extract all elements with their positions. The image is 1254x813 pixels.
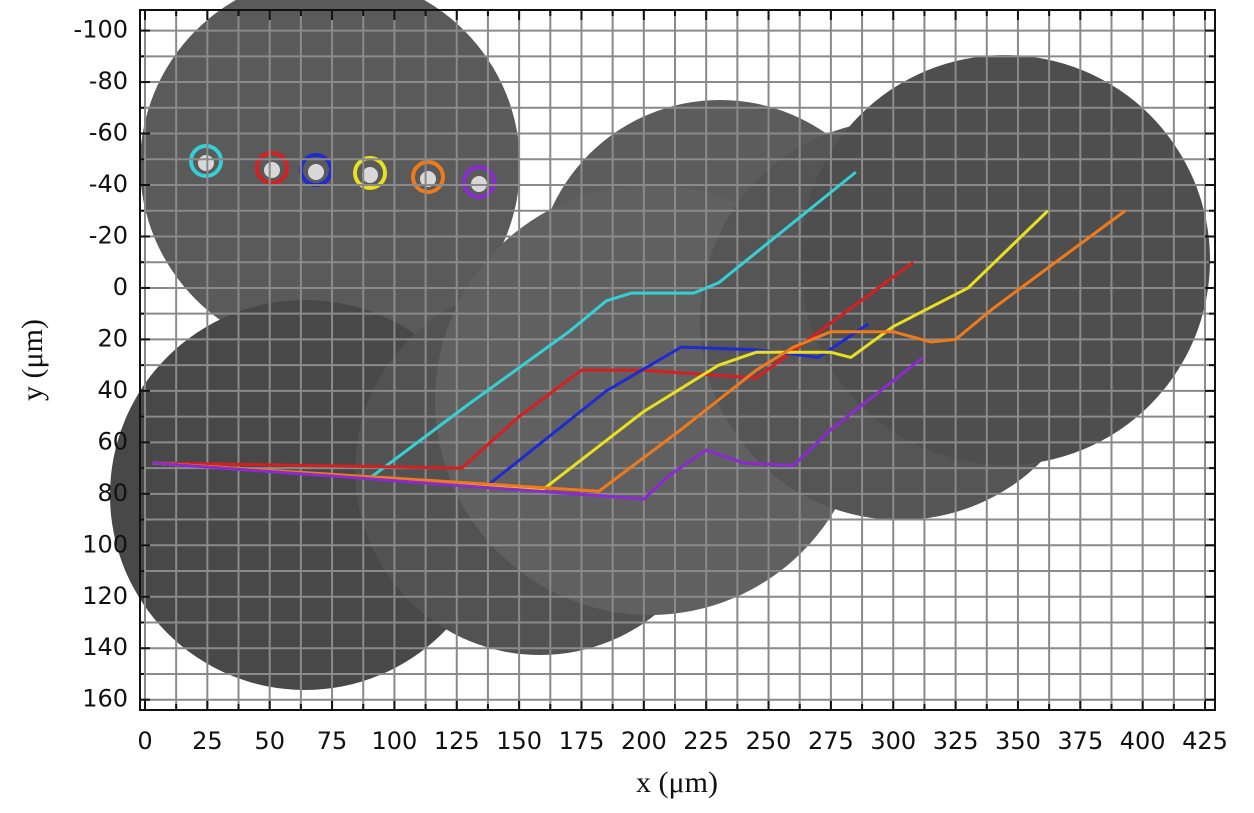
particle-ring (255, 151, 289, 185)
y-tick-label: 60 (97, 427, 128, 455)
microscope-mosaic (110, 0, 1210, 690)
particle (420, 171, 436, 187)
x-tick-label: 275 (808, 727, 854, 755)
x-tick-label: 350 (995, 727, 1041, 755)
y-tick-label: 20 (97, 324, 128, 352)
x-tick-label: 300 (870, 727, 916, 755)
image-tile (800, 55, 1210, 465)
particle (362, 167, 378, 183)
x-tick-label: 325 (933, 727, 979, 755)
trajectory-line (152, 209, 1049, 491)
x-tick-label: 150 (496, 727, 542, 755)
x-tick-label: 0 (137, 727, 152, 755)
y-tick-label: 0 (113, 273, 128, 301)
x-tick-label: 400 (1120, 727, 1166, 755)
trajectory-line (152, 356, 925, 501)
y-axis-title: y (μm) (16, 319, 49, 401)
y-tick-label: 40 (97, 376, 128, 404)
y-tick-label: -40 (89, 170, 128, 198)
x-tick-label: 225 (683, 727, 729, 755)
y-tick-label: -60 (89, 119, 128, 147)
x-tick-label: 50 (254, 727, 285, 755)
particle (308, 164, 324, 180)
particle (264, 162, 280, 178)
x-tick-label: 75 (317, 727, 348, 755)
y-tick-label: -80 (89, 67, 128, 95)
x-tick-label: 425 (1182, 727, 1228, 755)
x-tick-label: 125 (434, 727, 480, 755)
plot-frame (139, 9, 1216, 711)
trajectory-line (152, 170, 857, 480)
particle-ring (189, 144, 223, 178)
y-tick-label: 140 (82, 633, 128, 661)
x-tick-label: 25 (192, 727, 223, 755)
y-tick-label: 120 (82, 582, 128, 610)
x-tick-label: 175 (559, 727, 605, 755)
x-axis-title: x (μm) (636, 766, 718, 799)
particle (198, 155, 214, 171)
y-tick-label: -100 (74, 16, 128, 44)
x-tick-label: 375 (1057, 727, 1103, 755)
y-tick-label: -20 (89, 221, 128, 249)
particle-ring (353, 156, 387, 190)
y-tick-label: 80 (97, 479, 128, 507)
particle-ring (411, 160, 445, 194)
trajectory-line (152, 261, 915, 470)
x-tick-label: 100 (372, 727, 418, 755)
x-tick-label: 200 (621, 727, 667, 755)
x-tick-label: 250 (746, 727, 792, 755)
y-tick-label: 100 (82, 530, 128, 558)
y-tick-label: 160 (82, 685, 128, 713)
particle-ring (462, 165, 496, 199)
trajectory-line (152, 209, 1127, 493)
